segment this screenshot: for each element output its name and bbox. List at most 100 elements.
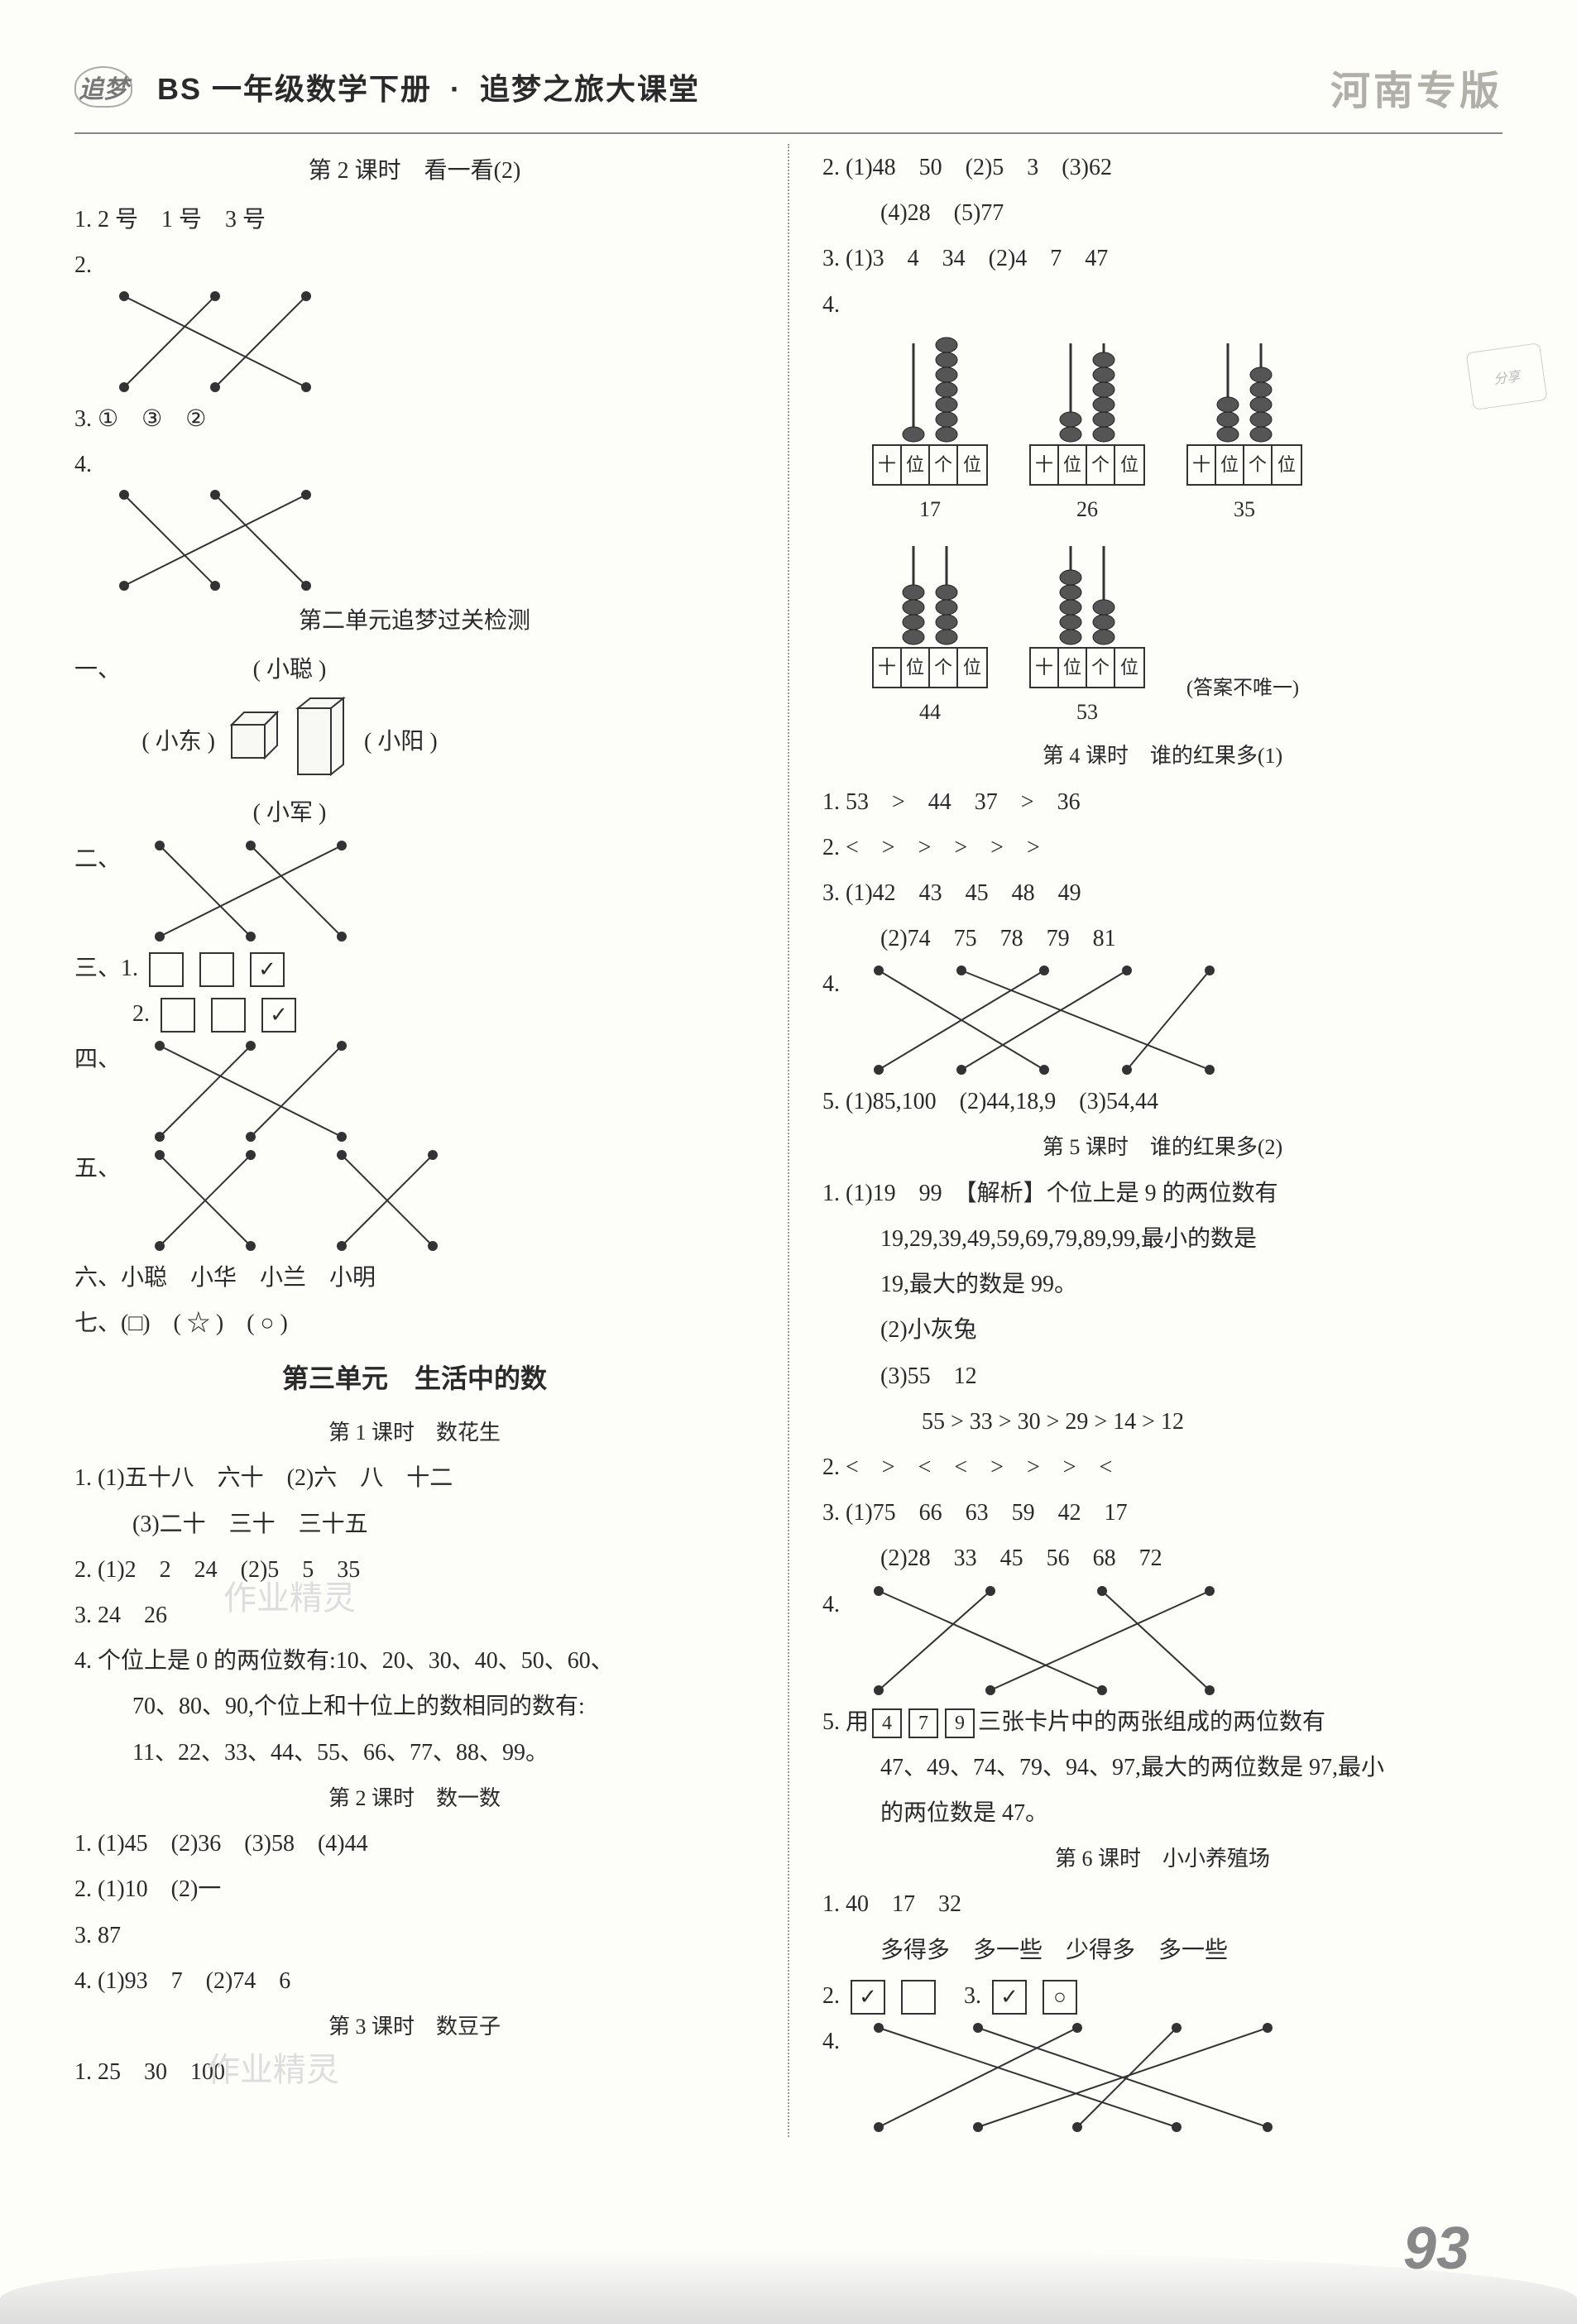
cross-diagram (862, 962, 1226, 1078)
answer-line: 2. ✓ 3. ✓ ○ (822, 1974, 1503, 2018)
card: 7 (908, 1708, 938, 1738)
content-columns: 第 2 课时 看一看(2) 1. 2 号 1 号 3 号 2. 3. ① ③ ②… (74, 144, 1503, 2137)
cross-diagram (108, 486, 323, 594)
lesson-title: 第 2 课时 数一数 (74, 1778, 755, 1818)
footer-decoration (0, 2250, 1577, 2324)
answer-line: 1. (1)45 (2)36 (3)58 (4)44 (74, 1822, 755, 1866)
answer-line: 2. (1)48 50 (2)5 3 (3)62 (822, 146, 1503, 189)
answer-line: 1. (1)五十八 六十 (2)六 八 十二 (74, 1456, 755, 1500)
card: 4 (872, 1708, 902, 1738)
answer-line: 19,最大的数是 99。 (822, 1263, 1503, 1306)
abacus: 十位个位53 (1029, 538, 1145, 732)
answer-line: 二、 (74, 837, 755, 945)
answer-line: 3. (1)3 4 34 (2)4 7 47 (822, 237, 1503, 280)
answer-line: 1. 40 17 32 (822, 1882, 1503, 1926)
abacus: 十位个位17 (872, 335, 988, 529)
abacus-value: 53 (1076, 692, 1098, 732)
abacus: 十位个位44 (872, 538, 988, 732)
lesson-title: 第 1 课时 数花生 (74, 1412, 755, 1453)
edition-label: 河南专版 (1330, 58, 1503, 116)
checkbox-checked: ✓ (261, 998, 296, 1033)
card: 9 (945, 1708, 975, 1738)
abacus-row: 十位个位44十位个位53(答案不唯一) (872, 538, 1503, 732)
answer-line: 5. (1)85,100 (2)44,18,9 (3)54,44 (822, 1080, 1503, 1124)
answer-line: 七、(□) ( ☆ ) ( ○ ) (74, 1301, 755, 1345)
title-main: BS 一年级数学下册 · 追梦之旅大课堂 (157, 65, 700, 108)
abacus-value: 17 (919, 489, 941, 529)
abacus-value: 35 (1234, 489, 1255, 529)
answer-line: 2. (1)2 2 24 (2)5 5 35 (74, 1548, 755, 1592)
answer-line: 4. (822, 1583, 1503, 1699)
abacus: 十位个位26 (1029, 335, 1145, 529)
answer-line: (3)二十 三十 三十五 (74, 1502, 755, 1546)
answer-line: 3. 87 (74, 1914, 755, 1957)
lesson-title: 第 4 课时 谁的红果多(1) (822, 736, 1503, 776)
answer-line: 4. (1)93 7 (2)74 6 (74, 1959, 755, 2003)
abacus-value: 44 (919, 692, 941, 732)
answer-line: 2. < > > > > > (822, 826, 1503, 870)
cross-diagram (862, 1583, 1226, 1699)
answer-line: 六、小聪 小华 小兰 小明 (74, 1256, 755, 1300)
answer-line: 55 > 33 > 30 > 29 > 14 > 12 (822, 1400, 1503, 1444)
answer-line: 19,29,39,49,59,69,79,89,99,最小的数是 (822, 1217, 1503, 1261)
cross-diagram (143, 1037, 358, 1145)
answer-line: (2)小灰兔 (822, 1308, 1503, 1352)
checkbox-checked: ✓ (851, 1980, 885, 2015)
label-bottom: ( 小军 ) (124, 791, 455, 835)
answer-line: 1. (1)19 99 【解析】个位上是 9 的两位数有 (822, 1172, 1503, 1215)
checkbox-circle: ○ (1043, 1980, 1077, 2015)
answer-line: 4. (822, 962, 1503, 1078)
answer-line: 2. < > < < > > > < (822, 1445, 1503, 1489)
page: 追梦 BS 一年级数学下册 · 追梦之旅大课堂 河南专版 分享 第 2 课时 看… (0, 0, 1577, 2324)
cross-diagram (862, 2020, 1276, 2135)
cross-diagram (108, 288, 323, 395)
label-top: ( 小聪 ) (124, 648, 455, 692)
answer-line: 1. 25 30 100 (74, 2050, 755, 2094)
answer-line: 3. ① ③ ② (74, 397, 755, 441)
answer-line: 70、80、90,个位上和十位上的数相同的数有: (74, 1684, 755, 1728)
abacus-row: 十位个位17 十位个位26 十位个位35 (872, 335, 1503, 529)
checkbox (149, 952, 184, 987)
checkbox (901, 1980, 936, 2015)
label-right: ( 小阳 ) (364, 720, 438, 764)
lesson-title: 第 2 课时 看一看(2) (74, 149, 755, 193)
answer-line: 5. 用479三张卡片中的两张组成的两位数有 (822, 1700, 1503, 1744)
right-column: 2. (1)48 50 (2)5 3 (3)62 (4)28 (5)77 3. … (822, 144, 1503, 2137)
answer-line: 4. (74, 443, 755, 594)
answer-line: 4. (822, 2020, 1503, 2135)
checkbox (161, 998, 195, 1033)
answer-line: 47、49、74、79、94、97,最大的两位数是 97,最小 (822, 1746, 1503, 1790)
answer-line: 3. (1)75 66 63 59 42 17 (822, 1491, 1503, 1535)
cubes-diagram (223, 692, 356, 791)
answer-line: 多得多 多一些 少得多 多一些 (822, 1929, 1503, 1972)
answer-line: (2)74 75 78 79 81 (822, 917, 1503, 961)
answer-line: 2. (1)10 (2)一 (74, 1867, 755, 1911)
lesson-title: 第 3 课时 数豆子 (74, 2006, 755, 2047)
answer-line: 2. (74, 243, 755, 395)
answer-line: (4)28 (5)77 (822, 191, 1503, 235)
left-column: 第 2 课时 看一看(2) 1. 2 号 1 号 3 号 2. 3. ① ③ ②… (74, 144, 755, 2137)
answer-line: 五、 (74, 1147, 755, 1254)
checkbox (211, 998, 246, 1033)
answer-line: 1. 2 号 1 号 3 号 (74, 198, 755, 242)
lesson-title: 第 5 课时 谁的红果多(2) (822, 1127, 1503, 1167)
answer-line: 3. 24 26 (74, 1593, 755, 1637)
checkbox-checked: ✓ (992, 1980, 1027, 2015)
abacus-value: 26 (1076, 489, 1098, 529)
page-header: 追梦 BS 一年级数学下册 · 追梦之旅大课堂 河南专版 (74, 33, 1503, 134)
logo-icon: 追梦 (74, 66, 132, 108)
answer-line: (2)28 33 45 56 68 72 (822, 1536, 1503, 1580)
unit-title: 第三单元 生活中的数 (74, 1354, 755, 1404)
cross-diagram (143, 1147, 441, 1254)
answer-line: 四、 (74, 1037, 755, 1145)
label-left: ( 小东 ) (141, 720, 215, 764)
answer-line: 三、1. ✓ (74, 946, 755, 990)
abacus: 十位个位35 (1186, 335, 1302, 529)
answer-line: 1. 53 > 44 37 > 36 (822, 780, 1503, 824)
answer-line: (3)55 12 (822, 1354, 1503, 1398)
checkbox-checked: ✓ (250, 952, 285, 987)
answer-line: 4. 个位上是 0 的两位数有:10、20、30、40、50、60、 (74, 1639, 755, 1683)
column-divider (788, 144, 789, 2137)
answer-line: 11、22、33、44、55、66、77、88、99。 (74, 1731, 755, 1775)
cross-diagram (143, 837, 358, 945)
